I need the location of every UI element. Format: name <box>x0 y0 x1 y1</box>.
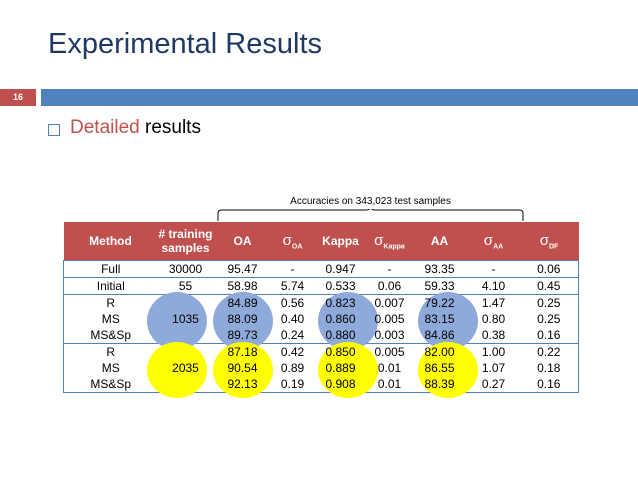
table-cell: 59.33 <box>411 277 468 295</box>
bullet-rest: results <box>145 117 201 138</box>
header-training: # training samples <box>157 222 214 261</box>
table-cell: 0.38 <box>467 327 520 344</box>
table-cell: 0.25 <box>519 294 579 311</box>
table-cell: 2035 <box>172 361 199 375</box>
table-cell: 0.889 <box>325 361 356 375</box>
table-cell: 0.860 <box>325 312 356 326</box>
table-cell: 0.19 <box>271 376 314 393</box>
table-cell: Initial <box>63 277 158 295</box>
header-sigma-kappa: σKappa <box>367 222 412 261</box>
table-cell: 0.01 <box>367 376 412 393</box>
slide-number: 16 <box>12 92 23 102</box>
table-cell: 0.80 <box>481 312 506 326</box>
table-cell: 0.06 <box>367 277 412 295</box>
table-row: Initial 55 58.98 5.74 0.533 0.06 59.33 4.10 0.45 <box>63 277 579 295</box>
table-cell: 0.45 <box>519 277 579 295</box>
table-cell: 0.18 <box>537 361 561 375</box>
table-cell: 83.15 <box>424 312 455 326</box>
highlight-circle-aa-2035 <box>418 342 478 398</box>
table-cell: 30000 <box>157 260 214 278</box>
slide-title: Experimental Results <box>48 28 322 60</box>
bullet-highlight: Detailed <box>70 117 140 138</box>
header-oa: OA <box>213 222 272 261</box>
header-bar <box>41 89 638 106</box>
table-cell: 1035 <box>172 312 199 326</box>
table-cell: 1.00 <box>467 343 520 360</box>
table-cell: 0.947 <box>313 260 368 278</box>
table-cell: 0.01 <box>377 361 402 375</box>
table-cell: 1.07 <box>481 361 506 375</box>
brace-annotation: Accuracies on 343,023 test samples <box>290 196 451 207</box>
table-cell: 0.22 <box>519 343 579 360</box>
table-cell: - <box>367 260 412 278</box>
table-cell: Full <box>63 260 158 278</box>
table-cell: R <box>63 294 158 311</box>
table-cell: 0.25 <box>537 312 561 326</box>
header-aa: AA <box>411 222 468 261</box>
highlight-circle-1035 <box>147 292 207 350</box>
table-cell: 0.24 <box>271 327 314 344</box>
bullet-square-icon <box>48 124 60 136</box>
table-cell: MS&Sp <box>63 376 158 393</box>
table-row: MS&Sp 89.73 0.24 0.880 0.003 84.86 0.38 0.16 <box>63 327 579 344</box>
table-cell: 0.007 <box>367 294 412 311</box>
table-cell: 0.89 <box>280 361 305 375</box>
table-row: MS 1035 88.09 0.40 0.860 0.005 83.15 0.80 0.25 <box>64 311 579 327</box>
table-cell: - <box>271 260 314 278</box>
table-cell: 86.55 <box>424 361 455 375</box>
table-cell: 0.27 <box>467 376 520 393</box>
table-cell: MS&Sp <box>63 327 158 344</box>
table-cell: 0.005 <box>374 312 405 326</box>
highlight-circle-oa-1035 <box>213 292 273 350</box>
header-sigma-df: σDF <box>519 222 579 261</box>
highlight-circle-aa-1035 <box>418 292 478 350</box>
table-cell: 0.42 <box>271 343 314 360</box>
highlight-circle-kappa-2035 <box>318 342 378 398</box>
table-cell: MS <box>101 312 120 326</box>
curly-brace-icon <box>217 209 524 221</box>
table-cell: 0.005 <box>367 343 412 360</box>
table-cell: 4.10 <box>467 277 520 295</box>
header-method: Method <box>63 222 158 261</box>
table-cell: 58.98 <box>213 277 272 295</box>
table-cell: 0.40 <box>280 312 305 326</box>
table-row: MS 2035 90.54 0.89 0.889 0.01 86.55 1.07 0.18 <box>64 360 579 376</box>
highlight-circle-kappa-1035 <box>318 292 378 350</box>
slide-number-bar <box>0 89 36 106</box>
highlight-circle-2035 <box>147 342 207 398</box>
table-cell: MS <box>101 361 120 375</box>
table-cell: R <box>63 343 158 360</box>
table-cell: 0.06 <box>519 260 579 278</box>
header-kappa: Kappa <box>313 222 368 261</box>
table-cell: 55 <box>157 277 214 295</box>
header-sigma-aa: σAA <box>467 222 520 261</box>
table-cell: 88.09 <box>227 312 258 326</box>
table-cell: 0.16 <box>519 327 579 344</box>
header-sigma-oa: σOA <box>271 222 314 261</box>
table-cell: - <box>467 260 520 278</box>
table-cell: 0.56 <box>271 294 314 311</box>
bullet-text: Detailed results <box>70 117 201 139</box>
table-row: Full 30000 95.47-0.947-93.35-0.06 <box>63 260 579 278</box>
table-cell: 0.16 <box>519 376 579 393</box>
table-cell: 89.73 <box>213 327 272 344</box>
table-cell: 0.003 <box>367 327 412 344</box>
table-cell: 5.74 <box>271 277 314 295</box>
highlight-circle-oa-2035 <box>213 342 273 398</box>
table-cell: 0.533 <box>313 277 368 295</box>
table-cell: 93.35 <box>411 260 468 278</box>
table-cell: 90.54 <box>227 361 258 375</box>
table-cell: 95.47 <box>213 260 272 278</box>
table-header-row: Method # training samples OA σOA Kappa σ… <box>63 222 579 261</box>
table-cell: 1.47 <box>467 294 520 311</box>
